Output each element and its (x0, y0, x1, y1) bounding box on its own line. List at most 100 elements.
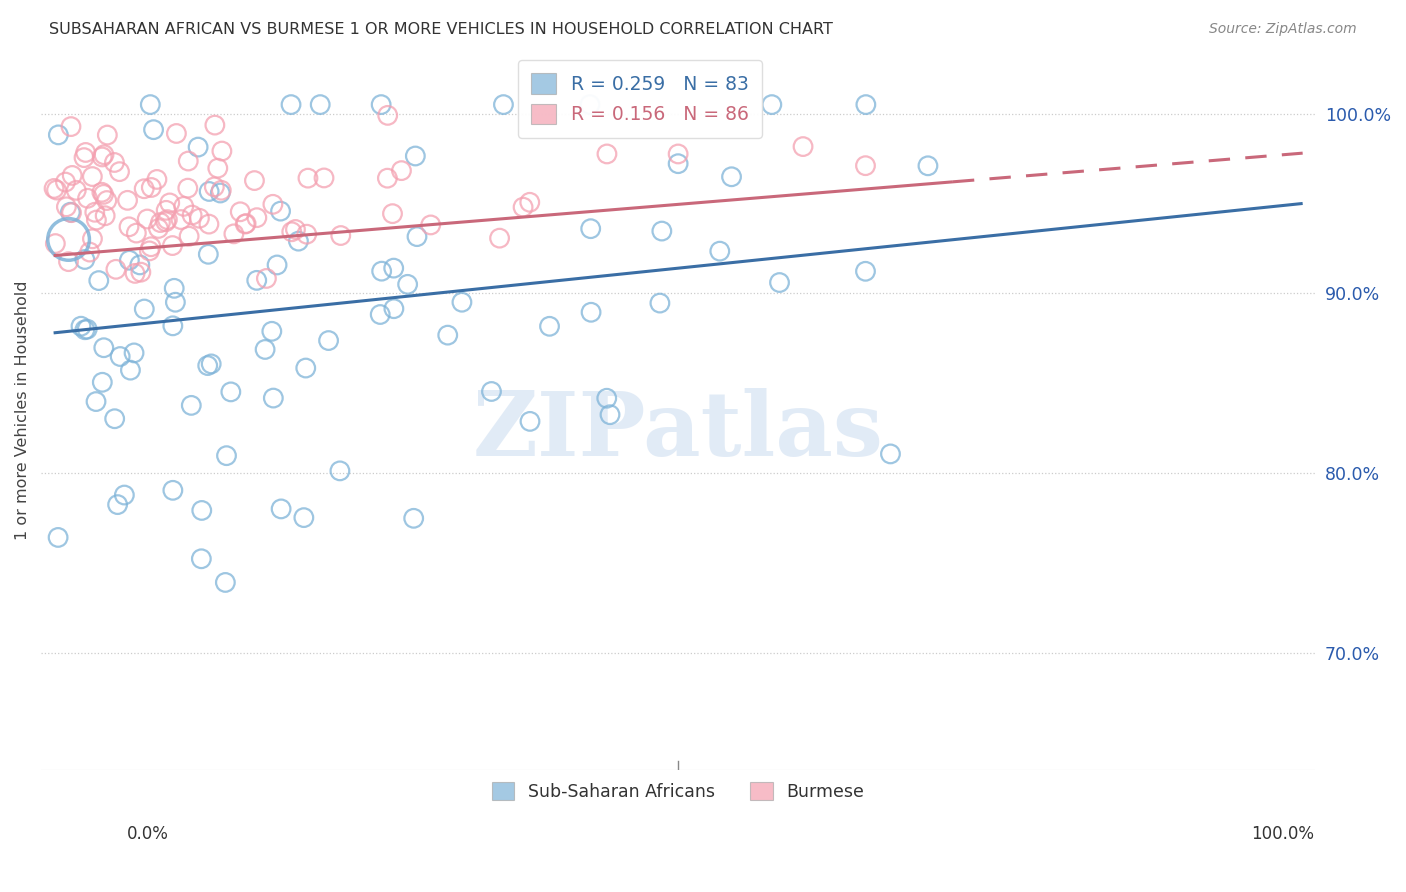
Point (281, 225, 304, 239)
Point (84, 394, 107, 409)
Point (792, 139, 814, 153)
Point (87, 274, 110, 288)
Point (579, 305, 602, 319)
Point (91, 150, 114, 164)
Point (519, 195, 541, 210)
Point (70, 319, 93, 334)
Point (709, 244, 731, 259)
Point (191, 503, 214, 517)
Point (329, 228, 352, 243)
Point (197, 247, 219, 261)
Point (86, 213, 108, 227)
Point (149, 216, 172, 230)
Point (55, 175, 77, 189)
Point (104, 411, 127, 425)
Point (59, 120, 82, 134)
Text: 100.0%: 100.0% (1251, 825, 1315, 843)
Point (370, 264, 392, 278)
Point (104, 262, 127, 277)
Legend: Sub-Saharan Africans, Burmese: Sub-Saharan Africans, Burmese (485, 774, 872, 808)
Point (855, 264, 877, 278)
Point (94, 209, 117, 223)
Point (519, 414, 541, 428)
Point (108, 350, 131, 364)
Point (82, 169, 104, 184)
Point (93, 187, 115, 202)
Point (768, 276, 790, 290)
Point (162, 238, 184, 252)
Point (879, 447, 901, 461)
Point (246, 273, 269, 287)
Point (596, 391, 619, 405)
Point (125, 226, 148, 240)
Point (134, 301, 156, 316)
Point (139, 97, 162, 112)
Point (142, 122, 165, 136)
Point (254, 343, 277, 357)
Point (209, 186, 232, 200)
Point (163, 281, 186, 295)
Point (141, 180, 163, 194)
Point (188, 211, 211, 226)
Point (82, 232, 104, 246)
Y-axis label: 1 or more Vehicles in Household: 1 or more Vehicles in Household (15, 280, 30, 540)
Point (294, 361, 316, 376)
Point (108, 164, 131, 178)
Point (75, 145, 97, 160)
Point (377, 108, 399, 122)
Point (198, 217, 221, 231)
Point (165, 295, 187, 310)
Point (404, 149, 426, 163)
Point (222, 227, 245, 241)
Point (207, 161, 229, 176)
Point (266, 258, 288, 272)
Point (287, 234, 309, 248)
Point (120, 363, 142, 377)
Point (368, 308, 391, 322)
Point (229, 204, 252, 219)
Point (382, 261, 405, 276)
Point (58, 254, 80, 268)
Point (402, 511, 425, 525)
Point (177, 154, 200, 169)
Point (48, 128, 70, 142)
Point (73, 252, 96, 267)
Point (538, 319, 561, 334)
Point (262, 391, 284, 405)
Point (42, 181, 65, 195)
Point (436, 328, 458, 343)
Point (651, 224, 673, 238)
Point (579, 97, 602, 112)
Point (214, 575, 236, 590)
Text: ZIPatlas: ZIPatlas (472, 388, 883, 475)
Point (488, 231, 510, 245)
Point (91, 376, 114, 390)
Point (90, 186, 112, 200)
Point (103, 155, 125, 169)
Point (492, 97, 515, 112)
Point (118, 253, 141, 268)
Point (197, 359, 219, 373)
Point (855, 159, 877, 173)
Point (391, 163, 413, 178)
Point (128, 258, 150, 272)
Point (202, 180, 225, 194)
Point (280, 97, 302, 112)
Point (59, 205, 82, 219)
Point (246, 211, 269, 225)
Point (58, 232, 80, 246)
Point (297, 171, 319, 186)
Point (377, 171, 399, 186)
Point (76, 322, 98, 336)
Point (136, 212, 159, 227)
Point (262, 197, 284, 211)
Point (599, 408, 621, 422)
Point (96, 194, 118, 208)
Point (93, 147, 115, 161)
Point (396, 277, 419, 292)
Point (162, 483, 184, 498)
Point (270, 204, 292, 219)
Point (76, 191, 98, 205)
Point (180, 398, 202, 412)
Point (65, 183, 87, 197)
